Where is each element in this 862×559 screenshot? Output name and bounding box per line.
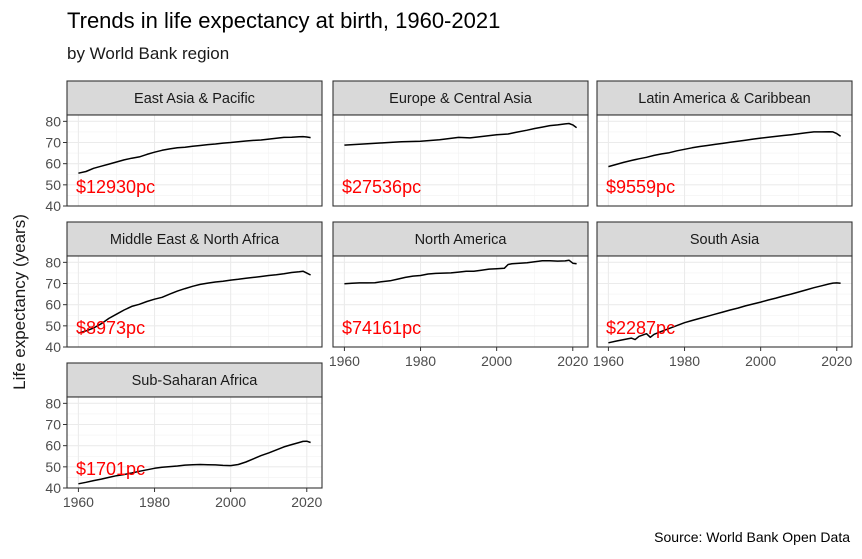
facet-panel: Sub-Saharan Africa $1701pc 40 50 60 70 80 1960 1… bbox=[45, 362, 323, 510]
facet-strip-label: Middle East & North Africa bbox=[110, 232, 280, 248]
plot-background bbox=[67, 397, 322, 488]
gdp-label: $2287pc bbox=[606, 318, 675, 338]
facet-strip-label: North America bbox=[415, 232, 508, 248]
panel-border bbox=[66, 255, 323, 348]
gdp-label: $8973pc bbox=[76, 318, 145, 338]
panel-border bbox=[596, 255, 853, 348]
series-line bbox=[344, 259, 577, 285]
facet-strip bbox=[66, 221, 323, 257]
y-tick-label: 50 bbox=[45, 459, 61, 475]
x-tick-label: 1980 bbox=[669, 353, 700, 369]
gdp-label: $9559pc bbox=[606, 177, 675, 197]
panel-border bbox=[66, 396, 323, 489]
facet-strip-label: South Asia bbox=[690, 232, 760, 248]
series-line bbox=[344, 122, 578, 146]
panel-border bbox=[66, 114, 323, 207]
y-tick-label: 50 bbox=[45, 318, 61, 334]
plot-background bbox=[597, 256, 852, 347]
facet-strip-label: Europe & Central Asia bbox=[389, 91, 533, 107]
chart-title: Trends in life expectancy at birth, 1960… bbox=[67, 8, 501, 33]
y-tick-label: 40 bbox=[45, 480, 61, 496]
facet-panel: Middle East & North Africa $8973pc 40 50 60 7… bbox=[45, 221, 323, 355]
gdp-label: $1701pc bbox=[76, 459, 145, 479]
series-line bbox=[78, 270, 311, 334]
plot-background bbox=[67, 256, 322, 347]
y-tick-label: 60 bbox=[45, 438, 61, 454]
y-tick-label: 40 bbox=[45, 198, 61, 214]
x-tick-label: 1960 bbox=[593, 353, 624, 369]
chart-caption: Source: World Bank Open Data bbox=[654, 529, 850, 545]
facet-strip bbox=[596, 80, 853, 116]
y-tick-label: 60 bbox=[45, 297, 61, 313]
facet-strip-label: Sub-Saharan Africa bbox=[132, 373, 259, 389]
y-tick-label: 80 bbox=[45, 254, 61, 270]
series-line bbox=[78, 440, 311, 485]
x-tick-label: 1960 bbox=[63, 494, 94, 510]
facet-strip bbox=[332, 80, 589, 116]
facet-strip bbox=[66, 362, 323, 398]
y-tick-label: 70 bbox=[45, 276, 61, 292]
panel-border bbox=[596, 114, 853, 207]
series-line bbox=[608, 282, 841, 344]
x-tick-label: 1960 bbox=[329, 353, 360, 369]
x-tick-label: 2000 bbox=[481, 353, 512, 369]
y-tick-label: 70 bbox=[45, 135, 61, 151]
panel-border bbox=[332, 255, 589, 348]
plot-background bbox=[67, 115, 322, 206]
series-line bbox=[608, 130, 842, 168]
x-tick-label: 2000 bbox=[215, 494, 246, 510]
facet-panel: Europe & Central Asia $27536pc bbox=[332, 80, 589, 207]
y-tick-label: 80 bbox=[45, 395, 61, 411]
facet-panel: Latin America & Caribbean $9559pc bbox=[596, 80, 853, 207]
x-tick-label: 2000 bbox=[745, 353, 776, 369]
facet-strip-label: East Asia & Pacific bbox=[134, 91, 255, 107]
y-axis-label: Life expectancy (years) bbox=[10, 214, 29, 390]
x-tick-label: 1980 bbox=[139, 494, 170, 510]
chart-subtitle: by World Bank region bbox=[67, 44, 230, 63]
facet-panel: East Asia & Pacific $12930pc 40 50 60 70 80 bbox=[45, 80, 323, 214]
plot-background bbox=[597, 115, 852, 206]
series-line bbox=[78, 135, 311, 174]
facet-panel: North America $74161pc 1960 1980 2000 2020 bbox=[329, 221, 589, 369]
x-tick-label: 2020 bbox=[821, 353, 852, 369]
y-tick-label: 50 bbox=[45, 177, 61, 193]
y-tick-label: 70 bbox=[45, 417, 61, 433]
y-tick-label: 80 bbox=[45, 113, 61, 129]
x-tick-label: 2020 bbox=[557, 353, 588, 369]
x-tick-label: 2020 bbox=[291, 494, 322, 510]
facet-strip-label: Latin America & Caribbean bbox=[638, 91, 811, 107]
x-tick-label: 1980 bbox=[405, 353, 436, 369]
gdp-label: $27536pc bbox=[342, 177, 421, 197]
y-tick-label: 40 bbox=[45, 339, 61, 355]
y-tick-label: 60 bbox=[45, 156, 61, 172]
facet-panel: South Asia $2287pc 1960 1980 2000 2020 bbox=[593, 221, 853, 369]
facet-strip bbox=[596, 221, 853, 257]
gdp-label: $12930pc bbox=[76, 177, 155, 197]
panel-border bbox=[332, 114, 589, 207]
facet-strip bbox=[66, 80, 323, 116]
gdp-label: $74161pc bbox=[342, 318, 421, 338]
plot-background bbox=[333, 115, 588, 206]
